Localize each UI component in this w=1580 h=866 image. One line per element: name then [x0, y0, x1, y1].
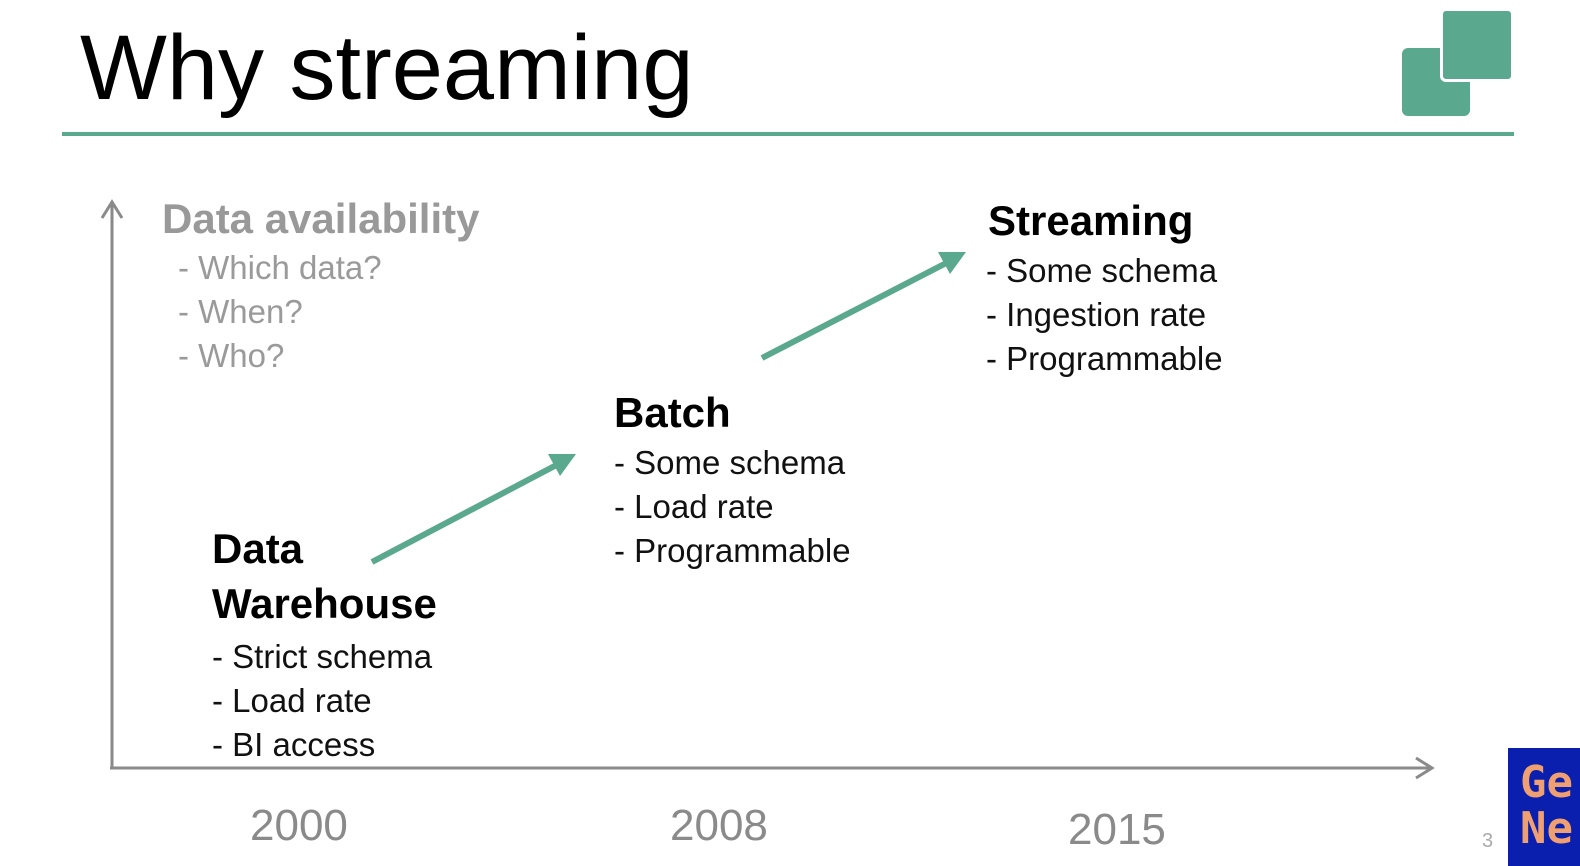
stage-item: - Load rate [212, 682, 372, 720]
year-label: 2015 [1068, 805, 1166, 854]
stage-items: - Some schema - Ingestion rate - Program… [986, 249, 1223, 381]
y-axis-arrowhead [100, 199, 124, 219]
progress-arrow-1 [370, 457, 568, 565]
year-label: 2000 [250, 801, 348, 850]
title-divider [62, 132, 1514, 136]
y-item: - Who? [178, 337, 285, 374]
progress-arrow-1-head [548, 454, 576, 476]
stage-item: - Strict schema [212, 638, 433, 676]
stage-item: - Programmable [986, 339, 1223, 377]
progress-arrow-2-head [938, 252, 966, 274]
stage-streaming: Streaming - Some schema - Ingestion rate… [986, 194, 1223, 381]
stage-item: - Some schema [614, 443, 846, 481]
stage-heading: Batch [614, 389, 731, 436]
stage-heading: Streaming [988, 197, 1194, 244]
progress-arrow-2 [760, 255, 958, 361]
corner-badge-line1: Ge [1520, 757, 1573, 808]
corner-badge-line2: Ne [1520, 803, 1573, 854]
stage-items: - Strict schema - Load rate - BI access [212, 635, 437, 767]
y-axis-items: - Which data? - When? - Who? [178, 246, 382, 378]
stage-heading-line2: Warehouse [212, 579, 437, 627]
y-axis-label: Data availability [162, 195, 480, 242]
stage-data-warehouse: Data Warehouse - Strict schema - Load ra… [212, 522, 437, 767]
stage-item: - BI access [212, 726, 376, 764]
year-label: 2008 [670, 801, 768, 850]
logo-square-front [1440, 8, 1514, 82]
page-number: 3 [1482, 830, 1494, 852]
stage-batch: Batch - Some schema - Load rate - Progra… [614, 386, 851, 573]
y-item: - Which data? [178, 249, 382, 286]
stage-item: - Some schema [986, 251, 1218, 289]
stage-item: - Ingestion rate [986, 295, 1207, 333]
corner-badge: Ge Ne [1508, 748, 1580, 866]
x-axis-arrowhead [1415, 756, 1435, 780]
stage-item: - Programmable [614, 531, 851, 569]
stage-items: - Some schema - Load rate - Programmable [614, 441, 851, 573]
slide-title: Why streaming [80, 17, 694, 119]
stage-item: - Load rate [614, 487, 774, 525]
y-item: - When? [178, 293, 303, 330]
stage-heading-line1: Data [212, 525, 304, 572]
